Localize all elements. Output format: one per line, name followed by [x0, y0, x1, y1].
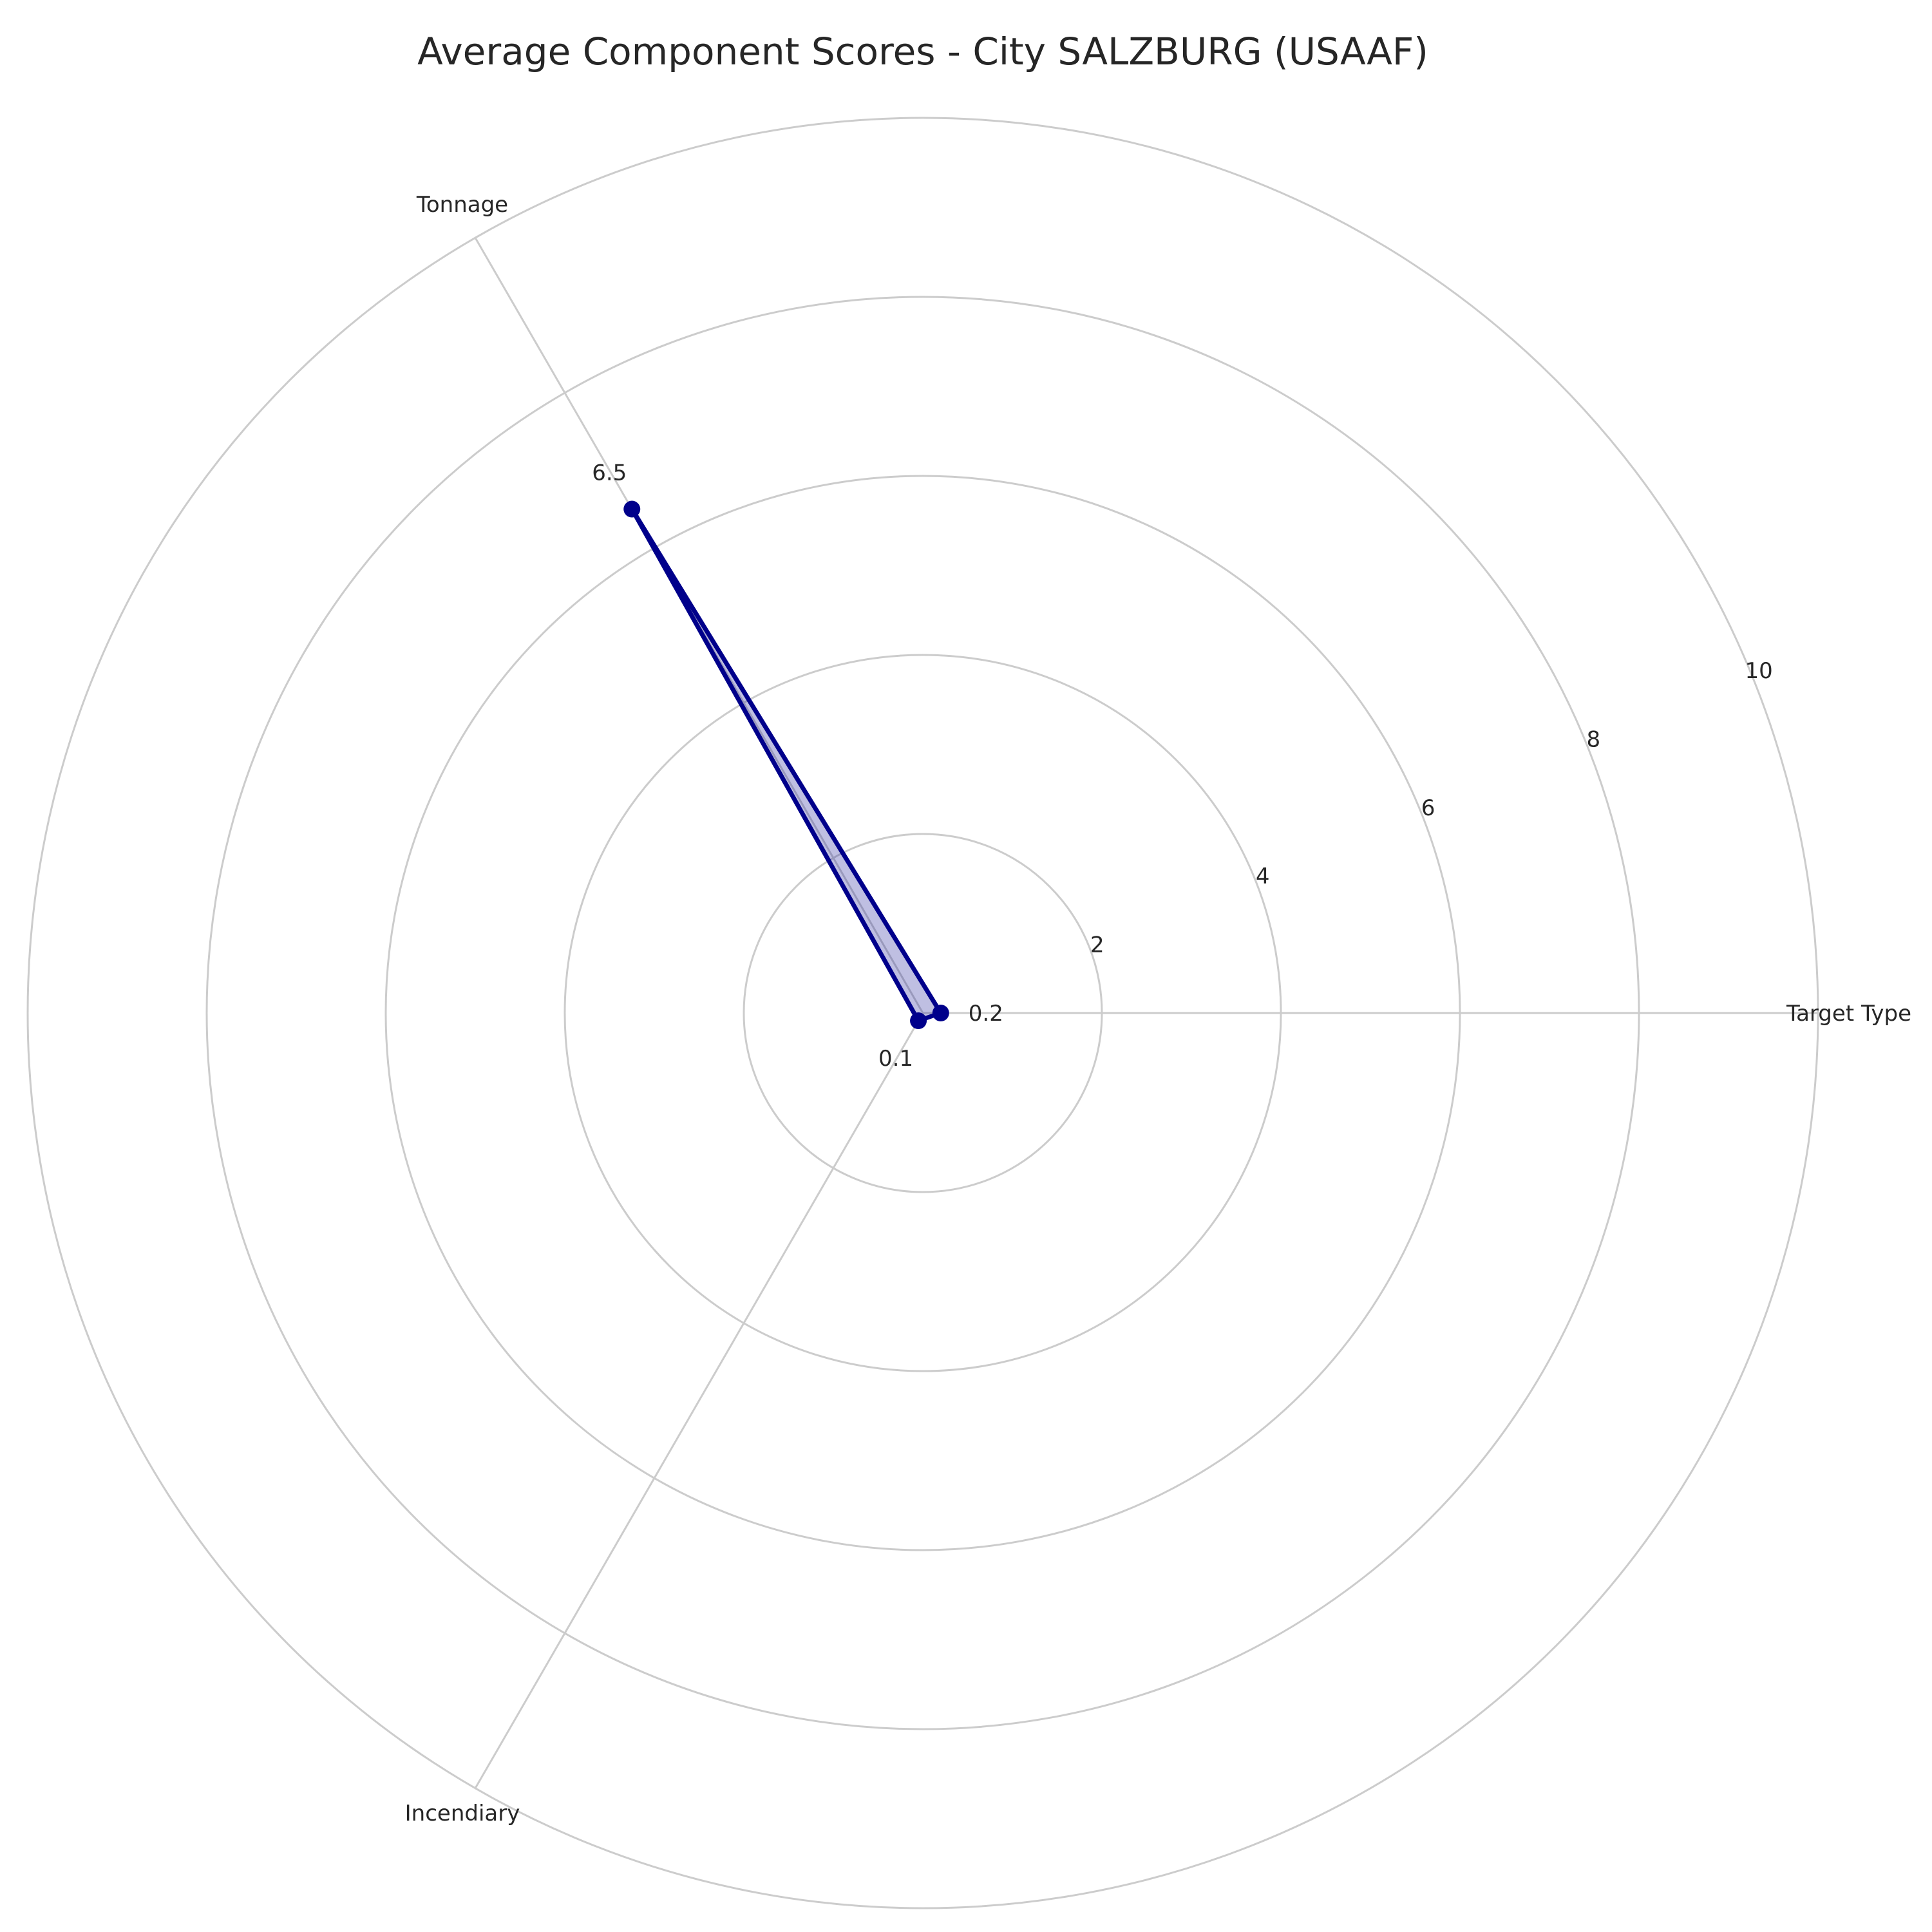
series-area — [629, 507, 943, 1023]
series-layer — [623, 500, 949, 1030]
radial-tick-label: 4 — [1256, 864, 1270, 889]
label-layer: 2 4 6 8 10 Target Type Tonnage Incendiary 0.2 6.5… — [405, 192, 1911, 1826]
data-label-tonnage: 6.5 — [592, 460, 627, 486]
axis-spoke-2 — [474, 1012, 924, 1789]
axis-label-target-type: Target Type — [1786, 1001, 1911, 1027]
radial-tick-label: 10 — [1745, 658, 1773, 684]
axis-label-incendiary: Incendiary — [405, 1801, 520, 1826]
radial-tick-label: 2 — [1090, 933, 1104, 958]
data-label-incendiary: 0.1 — [878, 1046, 913, 1072]
grid-layer — [26, 117, 1819, 1909]
chart-title: Average Component Scores - City SALZBURG… — [417, 30, 1428, 73]
axis-label-tonnage: Tonnage — [416, 192, 508, 218]
data-point-target-type — [932, 1005, 949, 1021]
radial-tick-label: 6 — [1421, 795, 1435, 821]
data-label-target-type: 0.2 — [969, 1001, 1003, 1027]
radial-tick-label: 8 — [1587, 726, 1601, 752]
data-point-tonnage — [623, 500, 641, 518]
data-point-incendiary — [910, 1012, 927, 1030]
